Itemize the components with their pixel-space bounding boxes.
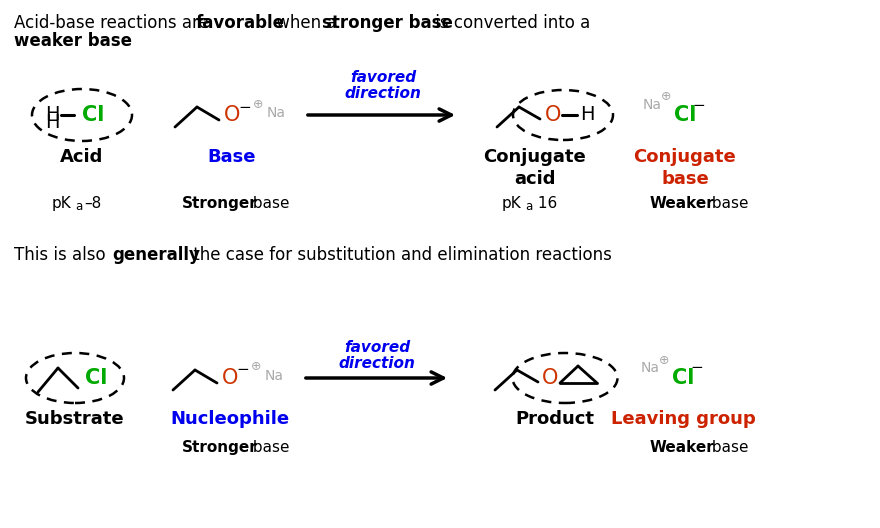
Text: Na: Na — [642, 98, 662, 112]
Text: O: O — [542, 368, 558, 388]
Text: O: O — [222, 368, 238, 388]
Text: ⊕: ⊕ — [659, 354, 670, 366]
Text: Leaving group: Leaving group — [611, 410, 755, 428]
Text: favored: favored — [344, 341, 410, 355]
Text: H: H — [45, 112, 59, 131]
Text: H: H — [45, 106, 59, 125]
Text: base: base — [248, 440, 290, 455]
Text: Base: Base — [208, 148, 256, 166]
Text: O: O — [545, 105, 561, 125]
Text: H: H — [580, 106, 594, 125]
Text: Acid-base reactions are: Acid-base reactions are — [14, 14, 214, 32]
Text: −: − — [237, 363, 249, 378]
Text: a: a — [525, 200, 532, 213]
Text: pK: pK — [502, 196, 522, 211]
Text: when a: when a — [271, 14, 341, 32]
Text: O: O — [224, 105, 240, 125]
Text: Cl: Cl — [82, 105, 104, 125]
Text: Conjugate
acid: Conjugate acid — [484, 148, 586, 188]
Text: the case for substitution and elimination reactions: the case for substitution and eliminatio… — [188, 246, 612, 264]
Text: base: base — [248, 196, 290, 211]
Text: base: base — [707, 440, 749, 455]
Text: Stronger: Stronger — [182, 196, 258, 211]
Text: −: − — [693, 98, 706, 112]
Text: favored: favored — [350, 71, 416, 86]
Text: Weaker: Weaker — [650, 440, 715, 455]
Text: Na: Na — [641, 361, 659, 375]
Text: Cl: Cl — [671, 368, 694, 388]
Text: Na: Na — [265, 369, 283, 383]
Text: Acid: Acid — [61, 148, 104, 166]
Text: 16: 16 — [533, 196, 557, 211]
Text: Nucleophile: Nucleophile — [171, 410, 290, 428]
Text: base: base — [707, 196, 749, 211]
Text: Weaker: Weaker — [650, 196, 715, 211]
Text: Substrate: Substrate — [26, 410, 125, 428]
Text: This is also: This is also — [14, 246, 111, 264]
Text: ⊕: ⊕ — [253, 98, 263, 110]
Text: is converted into a: is converted into a — [430, 14, 590, 32]
Text: weaker base: weaker base — [14, 32, 132, 50]
Text: Na: Na — [267, 106, 285, 120]
Text: Product: Product — [516, 410, 595, 428]
Text: favorable: favorable — [196, 14, 285, 32]
Text: −: − — [238, 99, 252, 115]
Text: direction: direction — [345, 86, 422, 100]
Text: Stronger: Stronger — [182, 440, 258, 455]
Text: ⊕: ⊕ — [251, 361, 261, 373]
Text: direction: direction — [339, 355, 415, 371]
Text: Conjugate
base: Conjugate base — [634, 148, 737, 188]
Text: stronger base: stronger base — [322, 14, 453, 32]
Text: Cl: Cl — [674, 105, 696, 125]
Text: −: − — [691, 361, 703, 375]
Text: a: a — [75, 200, 82, 213]
Text: –8: –8 — [84, 196, 101, 211]
Text: Cl: Cl — [84, 368, 107, 388]
Text: pK: pK — [52, 196, 72, 211]
Text: generally: generally — [112, 246, 200, 264]
Text: ⊕: ⊕ — [661, 90, 671, 103]
